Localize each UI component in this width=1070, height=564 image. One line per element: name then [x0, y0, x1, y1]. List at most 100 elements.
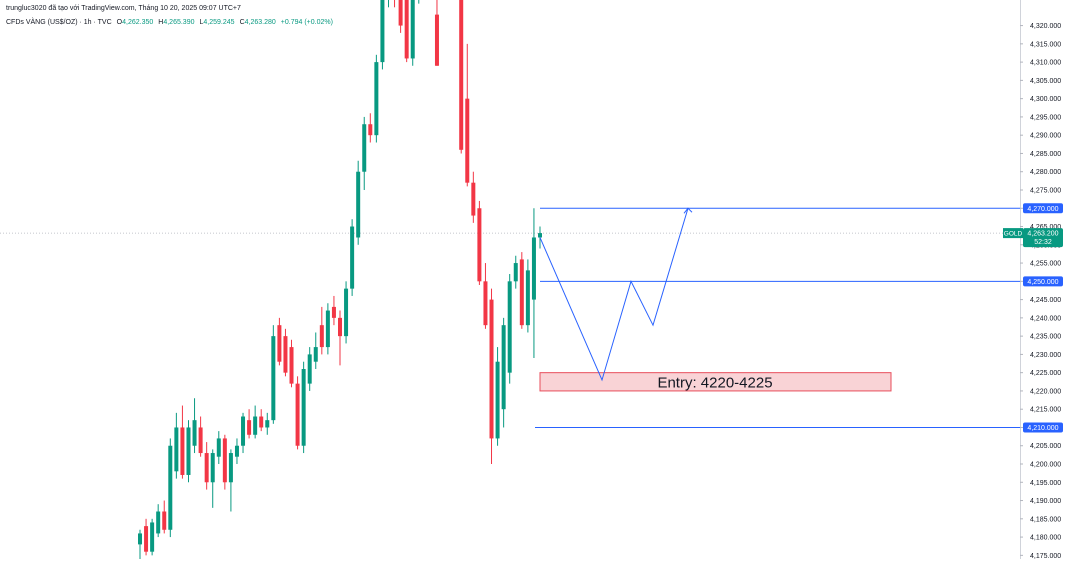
level-badge — [1023, 276, 1063, 287]
candle-body — [513, 263, 518, 282]
candle-body — [277, 325, 282, 362]
ohlc-label: L — [200, 19, 204, 26]
author-line: trungluc3020 đã tạo với TradingView.com,… — [6, 5, 241, 12]
candle-body — [138, 533, 142, 545]
candle-body — [398, 0, 403, 26]
price-label: 4,263.200 — [1027, 231, 1058, 238]
candle-body — [198, 427, 203, 454]
y-tick-label: 4,225.000 — [1030, 370, 1061, 377]
candle-body — [186, 427, 191, 475]
candle-body — [156, 511, 161, 534]
candle-body — [489, 299, 494, 439]
candle-body — [325, 310, 330, 348]
candle-body — [368, 124, 373, 136]
ohlc-value: 4,263.280 — [245, 19, 276, 26]
candle-body — [168, 445, 173, 530]
y-tick-label: 4,235.000 — [1030, 334, 1061, 341]
candle-body — [531, 237, 536, 300]
y-tick-label: 4,310.000 — [1030, 60, 1061, 67]
candle-body — [538, 233, 542, 238]
candle-body — [374, 62, 379, 136]
y-tick-label: 4,175.000 — [1030, 553, 1061, 559]
level-badge — [1023, 203, 1063, 214]
price-badge — [1023, 228, 1063, 248]
price-axis: 4,175.000 4,180.000 4,185.000 4,190.000 4,19… — [1020, 23, 1063, 560]
y-tick-label: 4,320.000 — [1030, 23, 1061, 30]
entry-zone — [539, 372, 892, 392]
candle-body — [222, 438, 227, 483]
candle-body — [350, 226, 355, 289]
candle-body — [265, 420, 270, 428]
candle-body — [144, 526, 149, 552]
ohlc-label: C — [240, 19, 245, 26]
y-tick-label: 4,200.000 — [1030, 462, 1061, 469]
ohlc-value: 4,259.245 — [203, 19, 234, 26]
y-tick-label: 4,190.000 — [1030, 498, 1061, 505]
candle-body — [501, 325, 506, 410]
candle-body — [356, 171, 361, 238]
candle-body — [174, 427, 179, 472]
candle-body — [204, 453, 209, 483]
y-tick-label: 4,255.000 — [1030, 261, 1061, 268]
level-badge — [1023, 422, 1063, 433]
y-tick-label: 4,230.000 — [1030, 352, 1061, 359]
ohlc-value: 4,265.390 — [163, 19, 194, 26]
ohlc-value: 4,262.350 — [122, 19, 153, 26]
y-tick-label: 4,195.000 — [1030, 480, 1061, 487]
legend: CFDs VÀNG (US$/OZ) · 1h · TVC O4,262.350 H… — [6, 17, 333, 26]
candle-body — [241, 416, 246, 446]
symbol-badge — [1003, 228, 1023, 239]
candle-body — [434, 14, 439, 66]
candle-body — [210, 453, 215, 483]
y-tick-label: 4,280.000 — [1030, 169, 1061, 176]
candle-body — [228, 453, 233, 483]
candle-body — [495, 361, 500, 439]
level-label: 4,210.000 — [1027, 425, 1058, 432]
y-tick-label: 4,275.000 — [1030, 187, 1061, 194]
candle-body — [295, 383, 300, 446]
symbol-label: GOLD — [1004, 231, 1023, 238]
entry-label: Entry: 4220-4225 — [657, 374, 772, 391]
candle-body — [192, 420, 197, 446]
y-tick-label: 4,220.000 — [1030, 388, 1061, 395]
y-tick-label: 4,295.000 — [1030, 114, 1061, 121]
candle-body — [465, 98, 470, 183]
y-tick-label: 4,300.000 — [1030, 96, 1061, 103]
candle-body — [404, 0, 409, 59]
candle-body — [338, 317, 342, 337]
projection-path — [539, 208, 689, 382]
y-tick-label: 4,185.000 — [1030, 516, 1061, 523]
y-tick-label: 4,245.000 — [1030, 297, 1061, 304]
symbol: CFDs VÀNG (US$/OZ) · 1h · TVC — [6, 17, 112, 26]
y-tick-label: 4,240.000 — [1030, 315, 1061, 322]
candle-body — [519, 259, 524, 326]
candle-body — [253, 416, 258, 435]
candle-body — [307, 354, 312, 384]
candle-body — [216, 438, 221, 457]
candle-body — [331, 306, 336, 318]
candle-body — [319, 325, 324, 348]
candle-body — [180, 427, 185, 475]
candle-body — [150, 522, 155, 552]
change: +0.794 (+0.02%) — [281, 19, 333, 26]
candle-body — [507, 281, 512, 373]
level-label: 4,270.000 — [1027, 206, 1058, 213]
candle-body — [271, 336, 276, 421]
ohlc-label: H — [158, 19, 163, 26]
y-tick-label: 4,205.000 — [1030, 443, 1061, 450]
candle-body — [471, 182, 476, 216]
plot-area: Entry: 4220-4225 — [0, 0, 1020, 559]
countdown: 52:32 — [1034, 239, 1052, 246]
candle-body — [362, 124, 367, 172]
candle-body — [483, 281, 488, 326]
candle-body — [283, 336, 288, 373]
y-tick-label: 4,180.000 — [1030, 535, 1061, 542]
y-tick-label: 4,315.000 — [1030, 41, 1061, 48]
candle-body — [259, 416, 264, 428]
candle-body — [525, 270, 530, 326]
level-label: 4,250.000 — [1027, 279, 1058, 286]
y-tick-label: 4,265.000 — [1030, 224, 1061, 231]
candle-body — [344, 288, 349, 337]
candle-body — [247, 420, 252, 435]
y-tick-label: 4,215.000 — [1030, 407, 1061, 414]
